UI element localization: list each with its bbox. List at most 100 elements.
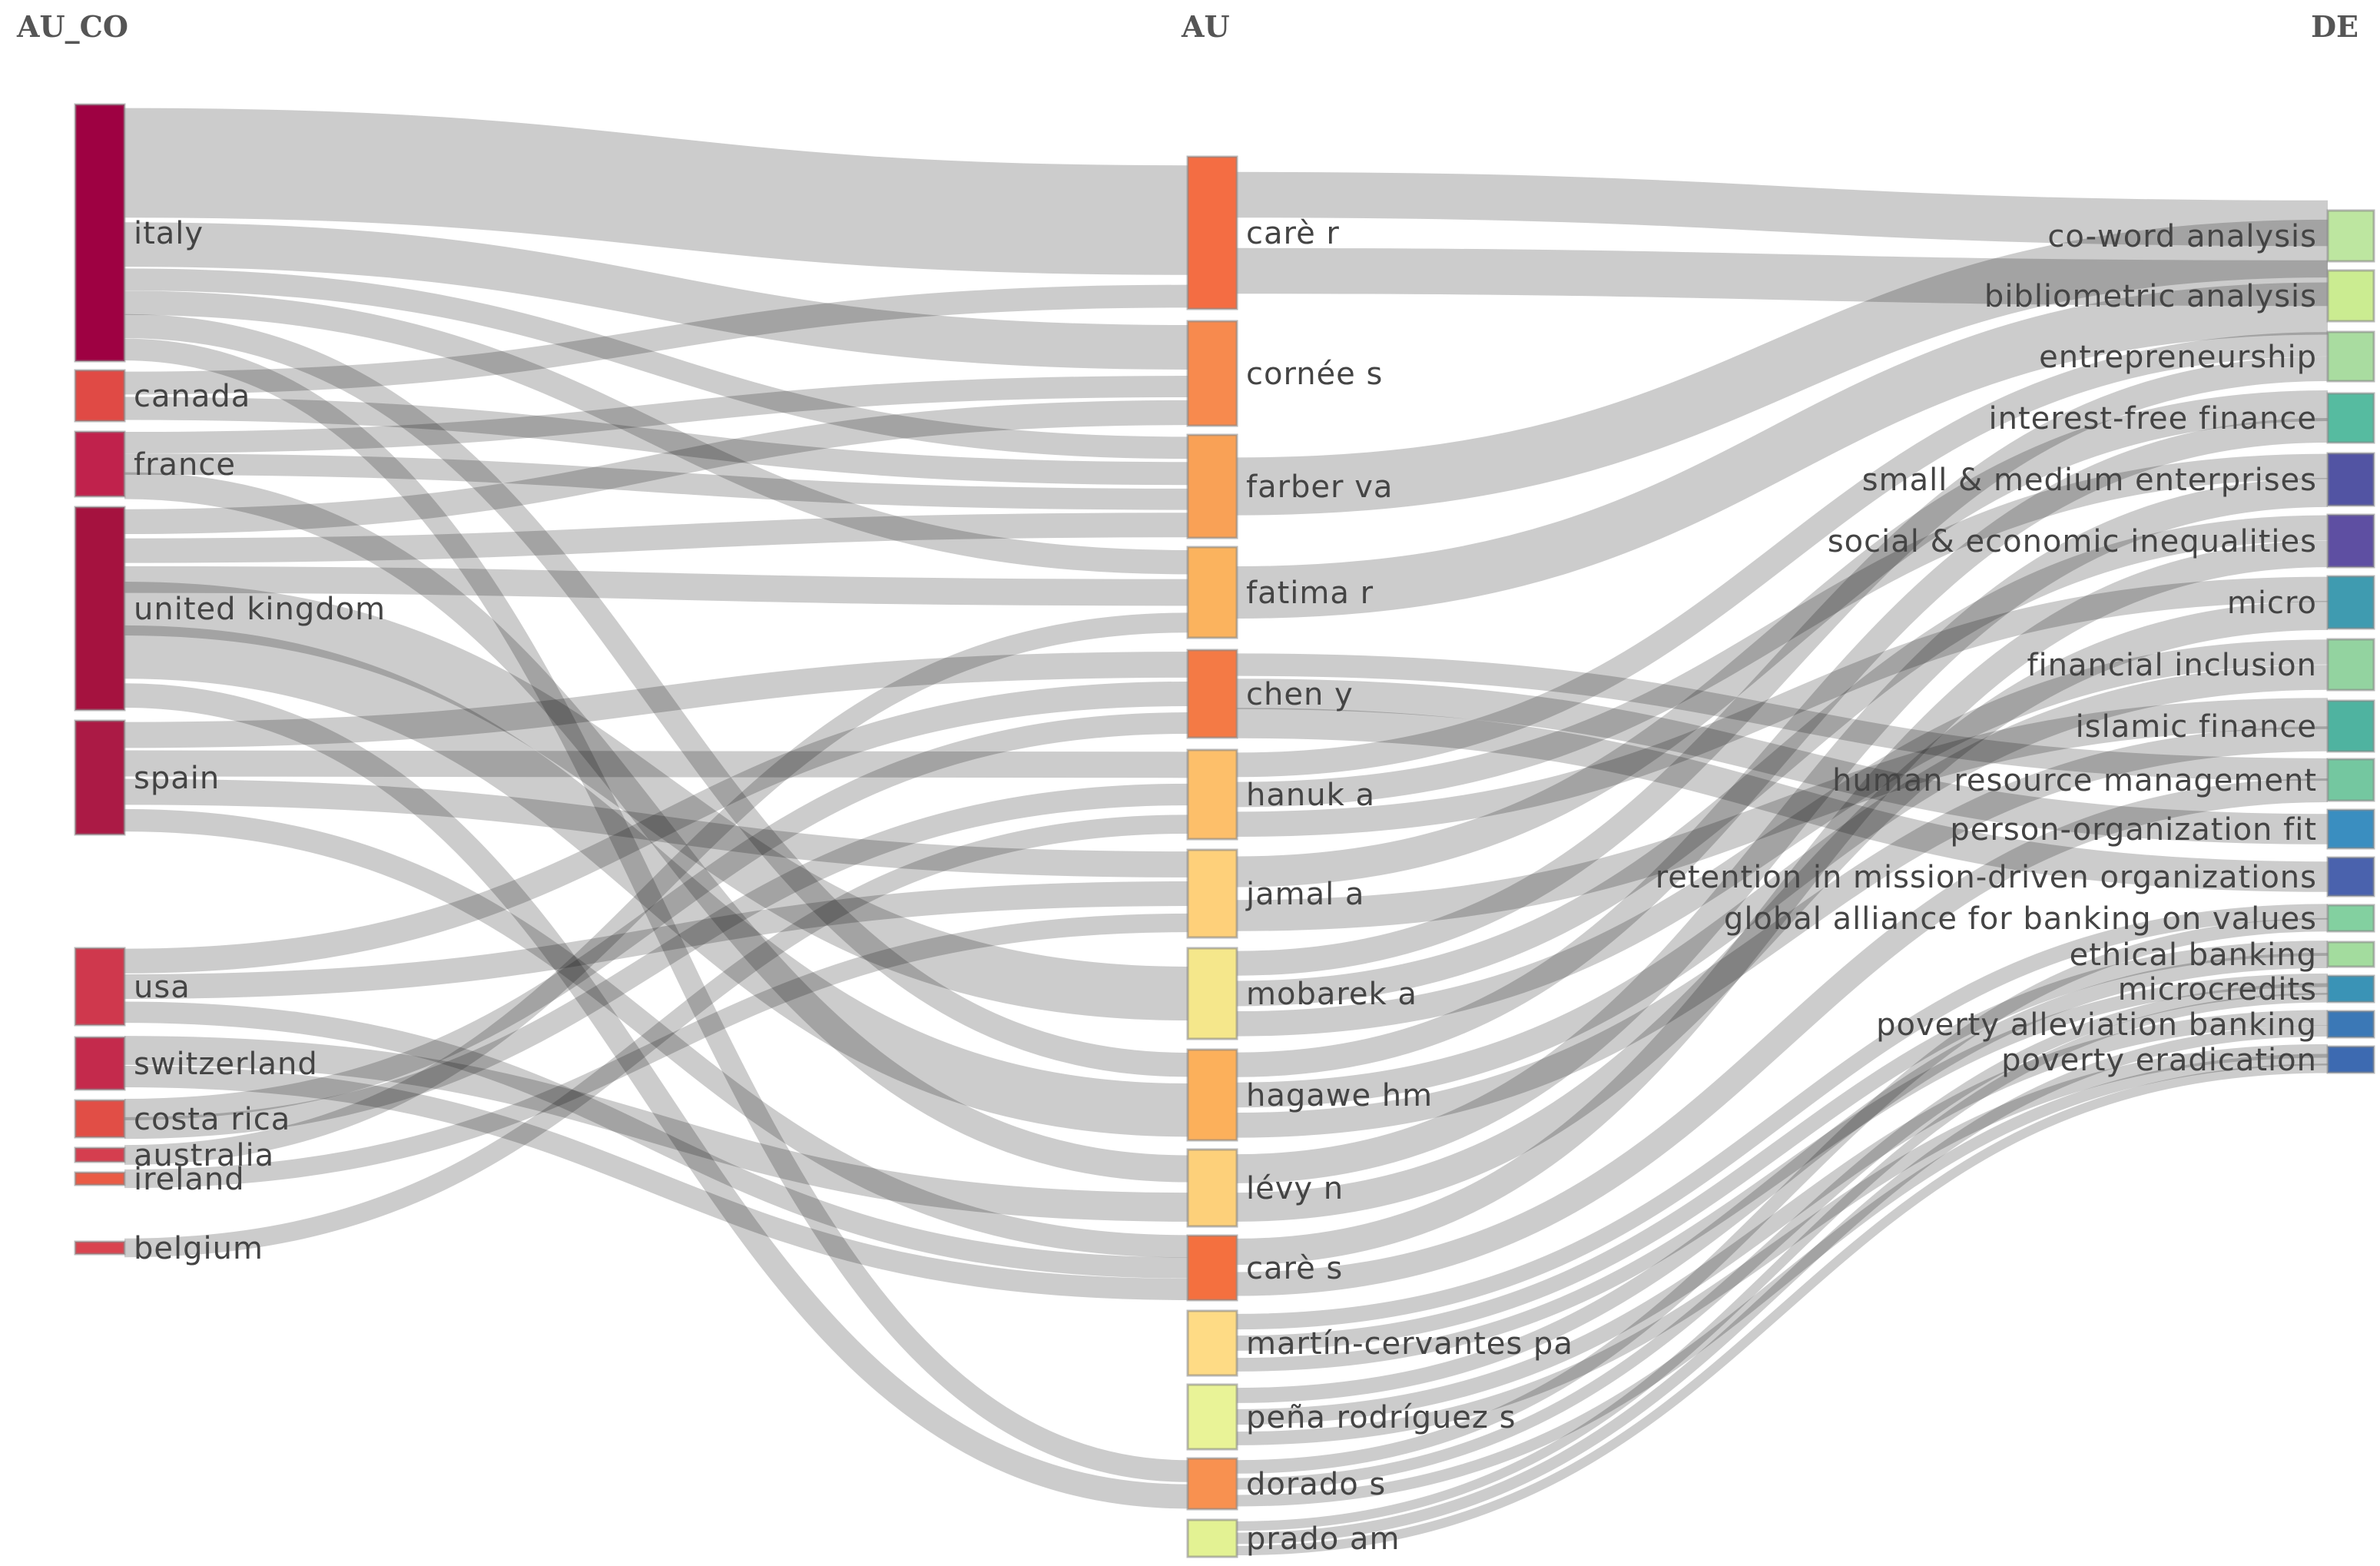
link-hagawe-hm-to-islamic-finance[interactable]	[1236, 726, 2329, 1138]
node-rect-canada[interactable]	[74, 369, 126, 423]
node-united-kingdom[interactable]: united kingdom	[74, 506, 386, 712]
link-fatima-r-to-bibliometric-analysis[interactable]	[1236, 282, 2329, 619]
node-rect-retention-mission-driven[interactable]	[2326, 856, 2375, 897]
node-switzerland[interactable]: switzerland	[74, 1036, 318, 1091]
node-italy[interactable]: italy	[74, 103, 204, 363]
link-care-s-to-social-economic-inequalities[interactable]	[1236, 540, 2329, 1266]
node-rect-entrepreneurship[interactable]	[2326, 330, 2375, 383]
node-rect-microcredits[interactable]	[2326, 974, 2375, 1004]
link-pena-rodriguez-s-to-ethical-banking[interactable]	[1236, 953, 2329, 1403]
link-martin-cervantes-pa-to-ethical-banking[interactable]	[1236, 941, 2329, 1351]
node-ireland[interactable]: ireland	[74, 1162, 245, 1197]
link-farber-va-to-co-word-analysis[interactable]	[1236, 219, 2329, 516]
link-switzerland-to-levy-n[interactable]	[124, 1036, 1188, 1222]
node-rect-prado-am[interactable]	[1186, 1518, 1238, 1558]
node-micro[interactable]: micro	[2227, 575, 2375, 630]
node-hanuk-a[interactable]: hanuk a	[1186, 748, 1375, 841]
link-jamal-a-to-islamic-finance[interactable]	[1236, 698, 2329, 931]
link-hanuk-a-to-micro[interactable]	[1236, 576, 2329, 838]
link-hagawe-hm-to-interest-free-finance[interactable]	[1236, 417, 2329, 1077]
node-rect-poverty-alleviation-banking[interactable]	[2326, 1010, 2375, 1039]
node-rect-co-word-analysis[interactable]	[2326, 209, 2375, 263]
node-dorado-s[interactable]: dorado s	[1186, 1457, 1386, 1511]
node-rect-fatima-r[interactable]	[1186, 546, 1238, 639]
node-prado-am[interactable]: prado am	[1186, 1518, 1400, 1558]
link-pena-rodriguez-s-to-poverty-eradication[interactable]	[1236, 1043, 2329, 1445]
link-france-to-levy-n[interactable]	[124, 472, 1188, 1183]
node-person-organization-fit[interactable]: person-organization fit	[1950, 808, 2375, 850]
link-united-kingdom-to-farber-va[interactable]	[124, 513, 1188, 563]
link-chen-y-to-retention-mission-driven[interactable]	[1236, 708, 2329, 892]
link-levy-n-to-micro[interactable]	[1236, 601, 2329, 1222]
node-rect-poverty-eradication[interactable]	[2326, 1045, 2375, 1074]
node-bibliometric-analysis[interactable]: bibliometric analysis	[1984, 269, 2375, 323]
link-united-kingdom-to-hagawe-hm[interactable]	[124, 625, 1188, 1137]
node-rect-financial-inclusion[interactable]	[2326, 638, 2375, 692]
node-farber-va[interactable]: farber va	[1186, 433, 1393, 539]
link-martin-cervantes-pa-to-microcredits[interactable]	[1236, 973, 2329, 1372]
link-united-kingdom-to-dorado-s[interactable]	[124, 683, 1188, 1509]
link-canada-to-farber-va[interactable]	[124, 396, 1188, 486]
node-rect-interest-free-finance[interactable]	[2326, 392, 2375, 444]
node-retention-mission-driven[interactable]: retention in mission-driven organization…	[1656, 856, 2375, 897]
link-care-r-to-bibliometric-analysis[interactable]	[1236, 247, 2329, 307]
link-levy-n-to-small-medium-enterprises[interactable]	[1236, 478, 2329, 1183]
link-ireland-to-jamal-a[interactable]	[124, 913, 1188, 1189]
node-rect-spain[interactable]	[74, 719, 126, 836]
node-rect-ethical-banking[interactable]	[2326, 941, 2375, 968]
node-spain[interactable]: spain	[74, 719, 220, 836]
node-rect-france[interactable]	[74, 430, 126, 498]
node-jamal-a[interactable]: jamal a	[1186, 848, 1364, 939]
node-mobarek-a[interactable]: mobarek a	[1186, 947, 1417, 1040]
node-rect-bibliometric-analysis[interactable]	[2326, 269, 2375, 323]
node-rect-united-kingdom[interactable]	[74, 506, 126, 712]
node-canada[interactable]: canada	[74, 369, 250, 423]
link-dorado-s-to-microcredits[interactable]	[1236, 983, 2329, 1490]
node-rect-social-economic-inequalities[interactable]	[2326, 513, 2375, 569]
link-usa-to-care-s[interactable]	[124, 1001, 1188, 1279]
node-human-resource-management[interactable]: human resource management	[1832, 758, 2375, 802]
node-rect-micro[interactable]	[2326, 575, 2375, 630]
node-rect-australia[interactable]	[74, 1146, 126, 1163]
link-italy-to-farber-va[interactable]	[124, 268, 1188, 460]
link-italy-to-hagawe-hm[interactable]	[124, 314, 1188, 1077]
link-spain-to-chen-y[interactable]	[124, 652, 1188, 748]
node-rect-person-organization-fit[interactable]	[2326, 808, 2375, 850]
link-spain-to-hanuk-a[interactable]	[124, 750, 1188, 778]
node-small-medium-enterprises[interactable]: small & medium enterprises	[1862, 452, 2375, 507]
node-co-word-analysis[interactable]: co-word analysis	[2047, 209, 2375, 263]
link-united-kingdom-to-mobarek-a[interactable]	[124, 581, 1188, 1021]
node-rect-small-medium-enterprises[interactable]	[2326, 452, 2375, 507]
link-care-r-to-co-word-analysis[interactable]	[1236, 171, 2329, 247]
node-rect-islamic-finance[interactable]	[2326, 699, 2375, 753]
node-chen-y[interactable]: chen y	[1186, 649, 1354, 739]
node-rect-ireland[interactable]	[74, 1171, 126, 1186]
node-interest-free-finance[interactable]: interest-free finance	[1989, 392, 2375, 444]
link-prado-am-to-microcredits[interactable]	[1236, 993, 2329, 1531]
node-martin-cervantes-pa[interactable]: martín-cervantes pa	[1186, 1309, 1573, 1377]
link-canada-to-care-r[interactable]	[124, 284, 1188, 395]
link-jamal-a-to-interest-free-finance[interactable]	[1236, 390, 2329, 888]
link-pena-rodriguez-s-to-poverty-alleviation-banking[interactable]	[1236, 1010, 2329, 1425]
link-hanuk-a-to-small-medium-enterprises[interactable]	[1236, 453, 2329, 808]
node-rect-belgium[interactable]	[74, 1240, 126, 1256]
node-rect-care-s[interactable]	[1186, 1234, 1238, 1302]
node-rect-pena-rodriguez-s[interactable]	[1186, 1383, 1238, 1451]
link-united-kingdom-to-cornee-s[interactable]	[124, 400, 1188, 535]
node-rect-cornee-s[interactable]	[1186, 320, 1238, 427]
link-martin-cervantes-pa-to-gabv[interactable]	[1236, 904, 2329, 1330]
node-rect-chen-y[interactable]	[1186, 649, 1238, 739]
link-costa-rica-to-hanuk-a[interactable]	[124, 783, 1188, 1140]
node-ethical-banking[interactable]: ethical banking	[2070, 937, 2375, 973]
node-rect-jamal-a[interactable]	[1186, 848, 1238, 939]
link-chen-y-to-human-resource-management[interactable]	[1236, 653, 2329, 781]
link-prado-am-to-poverty-eradication[interactable]	[1236, 1063, 2329, 1556]
link-hagawe-hm-to-financial-inclusion[interactable]	[1236, 665, 2329, 1108]
node-belgium[interactable]: belgium	[74, 1231, 264, 1266]
node-pena-rodriguez-s[interactable]: peña rodríguez s	[1186, 1383, 1516, 1451]
node-hagawe-hm[interactable]: hagawe hm	[1186, 1048, 1433, 1142]
node-rect-farber-va[interactable]	[1186, 433, 1238, 539]
link-switzerland-to-care-s[interactable]	[124, 1066, 1188, 1300]
link-hanuk-a-to-entrepreneurship[interactable]	[1236, 332, 2329, 778]
node-rect-dorado-s[interactable]	[1186, 1457, 1238, 1511]
